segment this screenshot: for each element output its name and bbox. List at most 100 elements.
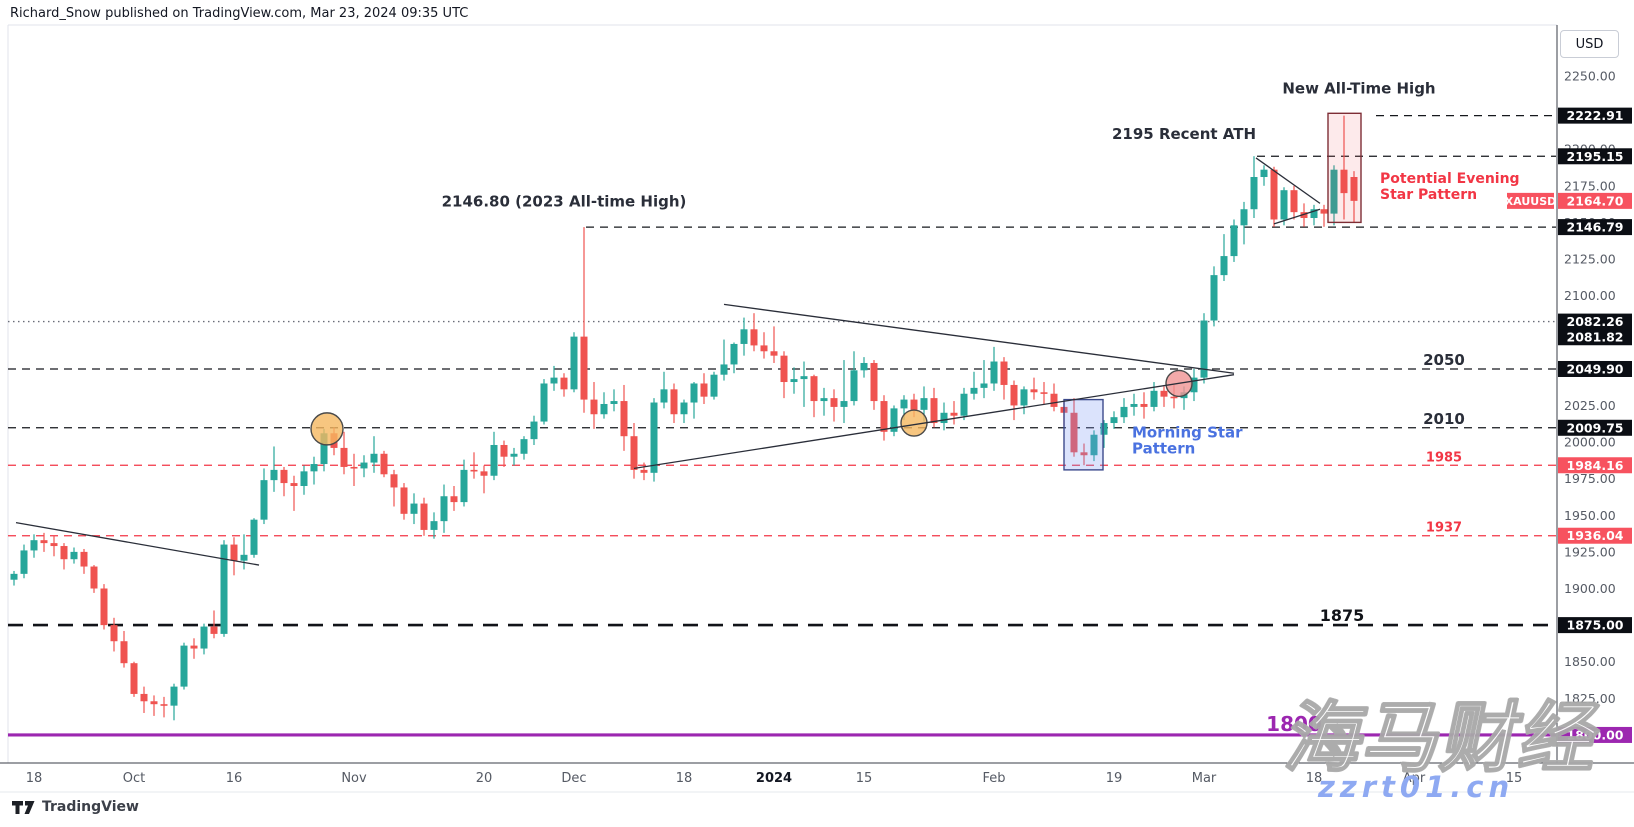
level-label-2050: 2050 xyxy=(1423,351,1465,369)
morning-star-label: Morning Star Pattern xyxy=(1132,424,1243,458)
candle-body xyxy=(160,704,168,706)
price-tick-label: 1975.00 xyxy=(1564,471,1616,486)
candle-body xyxy=(1280,190,1288,220)
tradingview-logo[interactable]: TradingView xyxy=(12,799,139,815)
candle-body xyxy=(790,379,798,383)
time-tick-label: 20 xyxy=(476,771,493,786)
candle-body xyxy=(890,408,898,432)
candle-body xyxy=(180,645,188,687)
candle-body xyxy=(1230,225,1238,257)
time-tick-label: Dec xyxy=(561,771,586,786)
price-badge-1875.00 xyxy=(1558,617,1632,634)
price-badge-2009.75 xyxy=(1558,419,1632,436)
candle-body xyxy=(1160,390,1168,397)
price-tick-label: 1825.00 xyxy=(1564,691,1616,706)
candle-body xyxy=(650,402,658,473)
candle-body xyxy=(930,398,938,424)
candle-body xyxy=(1220,256,1228,276)
candle-body xyxy=(970,387,978,394)
candle-body xyxy=(820,398,828,402)
candle-body xyxy=(1080,452,1088,456)
candle-body xyxy=(580,336,588,400)
candle-body xyxy=(250,519,258,555)
candle-body xyxy=(950,412,958,416)
price-tick-label: 1925.00 xyxy=(1564,544,1616,559)
candle-body xyxy=(1340,169,1348,194)
candle-body xyxy=(1120,406,1128,418)
price-badge-text: 2222.91 xyxy=(1567,108,1624,123)
time-tick-label: Nov xyxy=(341,771,367,786)
candle-body xyxy=(1300,212,1308,219)
candle-body xyxy=(920,398,928,410)
candle-body xyxy=(570,336,578,390)
candle-body xyxy=(360,462,368,469)
candle-body xyxy=(960,393,968,416)
candle-body xyxy=(480,471,488,476)
level-label-1985: 1985 xyxy=(1426,450,1462,465)
price-tick-label: 2250.00 xyxy=(1564,68,1616,83)
watermark-url-text: zzrt01.cn xyxy=(1318,770,1515,804)
symbol-badge xyxy=(1507,192,1554,209)
candle-body xyxy=(860,362,868,371)
candle-body xyxy=(870,362,878,402)
candle-body xyxy=(280,469,288,484)
candle-body xyxy=(370,453,378,463)
candle-body xyxy=(760,345,768,352)
price-badge-text: 2082.26 xyxy=(1567,314,1624,329)
candle-body xyxy=(1330,169,1338,214)
candle-body xyxy=(300,471,308,486)
time-tick-label: 18 xyxy=(676,771,693,786)
candle-body xyxy=(30,540,38,551)
candle-body xyxy=(380,453,388,475)
price-badge-text: 2164.70 xyxy=(1567,193,1624,208)
candle-body xyxy=(350,466,358,469)
level-label-1937: 1937 xyxy=(1426,521,1462,536)
currency-button[interactable]: USD xyxy=(1560,30,1619,58)
price-badge-text: 1936.04 xyxy=(1567,528,1624,543)
candle-body xyxy=(1010,384,1018,406)
time-tick-label: 18 xyxy=(26,771,43,786)
candle-body xyxy=(100,588,108,626)
candle-body xyxy=(540,383,548,422)
time-tick-label: 15 xyxy=(856,771,873,786)
candle-body xyxy=(590,399,598,415)
support-touch-oct xyxy=(310,412,344,446)
tradingview-logo-icon xyxy=(12,800,35,814)
candle-body xyxy=(450,496,458,503)
price-tick-label: 1950.00 xyxy=(1564,508,1616,523)
candle-body xyxy=(400,487,408,514)
candle-body xyxy=(610,401,618,404)
candle-body xyxy=(520,439,528,454)
candle-body xyxy=(830,398,838,407)
candle-body xyxy=(1210,275,1218,321)
candle-body xyxy=(320,433,328,465)
publication-caption: Richard_Snow published on TradingView.co… xyxy=(10,6,469,21)
candle-body xyxy=(530,421,538,440)
ath-2023-label: 2146.80 (2023 All-time High) xyxy=(442,192,687,210)
candle-body xyxy=(560,377,568,390)
candle-body xyxy=(170,686,178,706)
price-tick-label: 1850.00 xyxy=(1564,654,1616,669)
candle-body xyxy=(200,626,208,649)
candle-body xyxy=(1100,423,1108,435)
candle-body xyxy=(1150,390,1158,407)
candle-body xyxy=(1090,434,1098,456)
price-tick-label: 2125.00 xyxy=(1564,252,1616,267)
time-tick-label: Mar xyxy=(1192,771,1217,786)
candle-body xyxy=(20,550,28,574)
candle-body xyxy=(710,374,718,397)
time-tick-label: 16 xyxy=(226,771,243,786)
candle-body xyxy=(630,436,638,470)
candle-body xyxy=(550,377,558,384)
candle-body xyxy=(120,641,128,664)
pennant-upper xyxy=(1255,157,1321,204)
price-badge-text: 1984.16 xyxy=(1567,458,1624,473)
candle-body xyxy=(80,551,88,567)
candle-body xyxy=(1290,190,1298,213)
candle-body xyxy=(1320,209,1328,214)
candle-body xyxy=(840,401,848,407)
recent-ath-label: 2195 Recent ATH xyxy=(1112,125,1256,143)
currency-button-label: USD xyxy=(1575,36,1604,52)
